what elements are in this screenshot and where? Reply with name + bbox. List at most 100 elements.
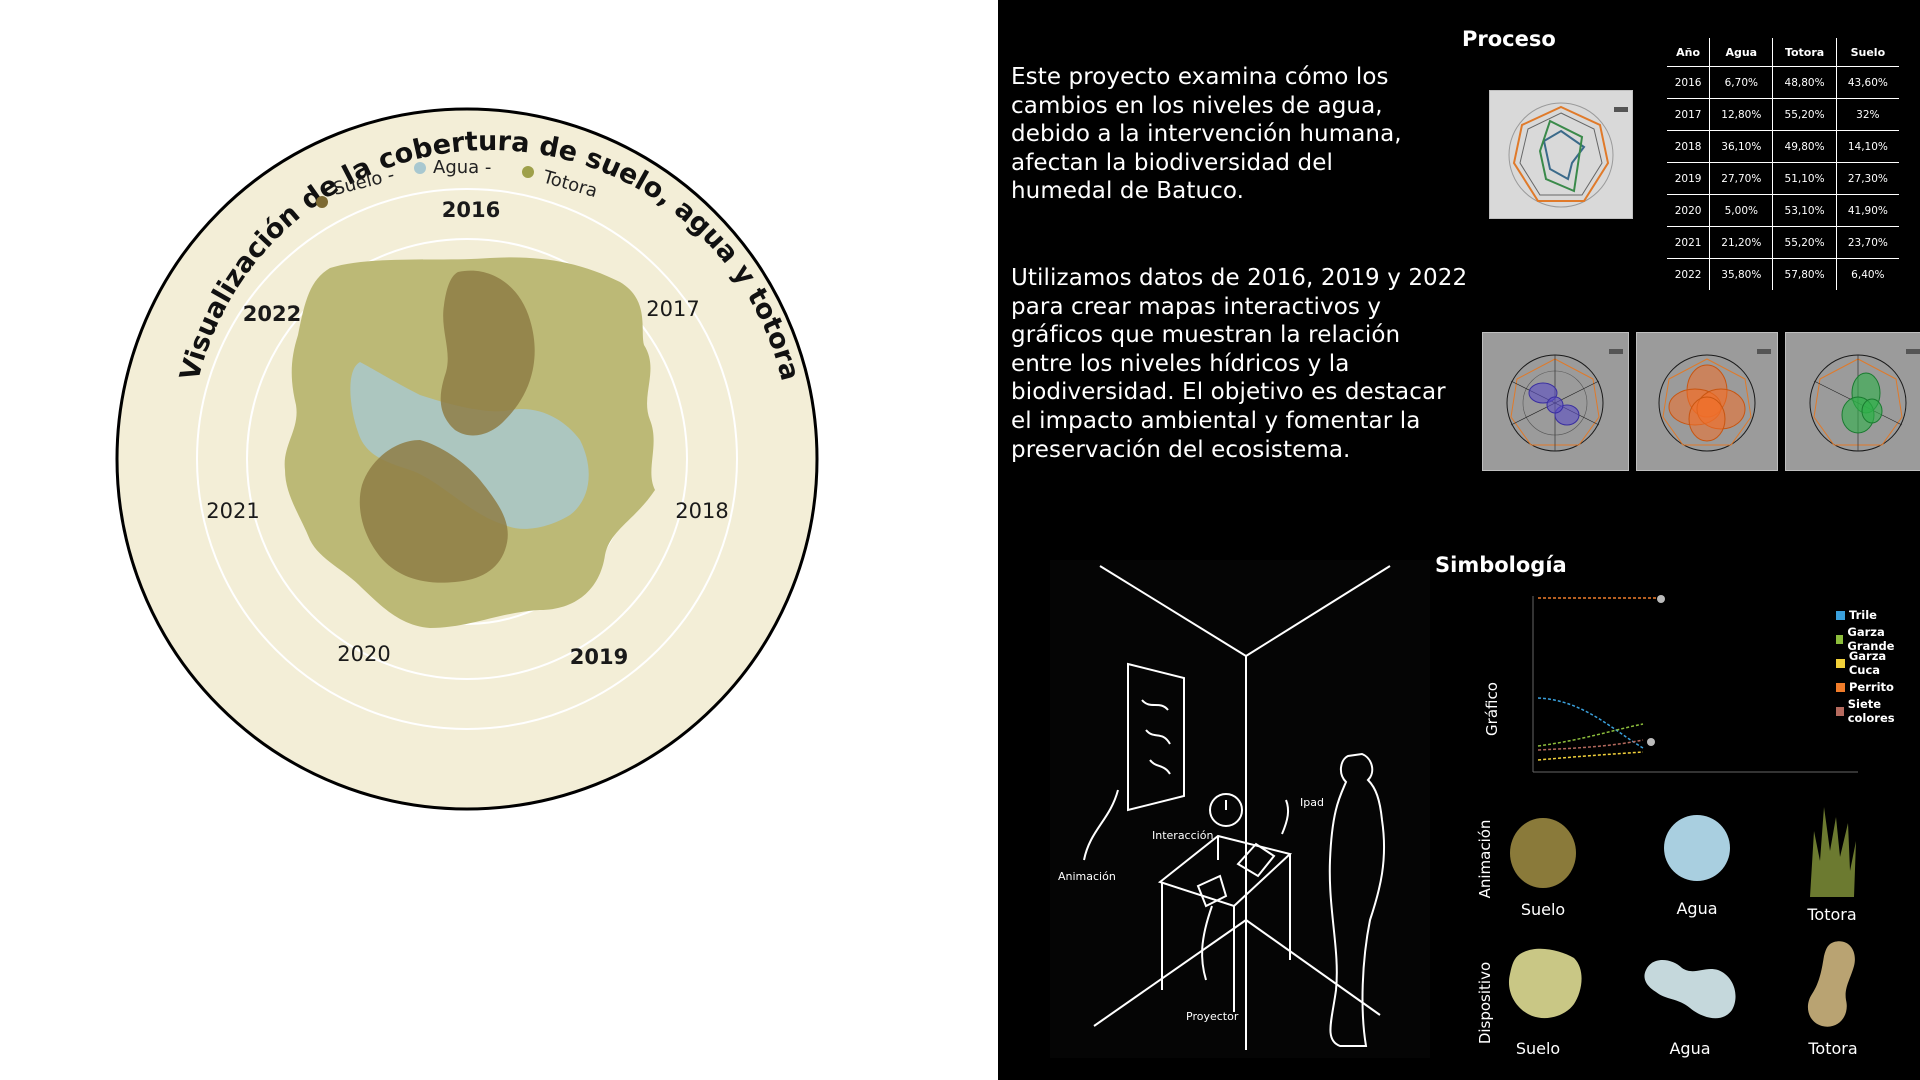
table-cell: 2020 <box>1667 194 1710 227</box>
table-cell: 21,20% <box>1709 226 1773 259</box>
animacion-totora-icon <box>1804 801 1860 897</box>
table-row: 2019 27,70% 51,10% 27,30% <box>1667 162 1899 195</box>
table-cell: 35,80% <box>1709 258 1773 290</box>
table-cell: 51,10% <box>1772 162 1837 195</box>
intro-line: preservación del ecosistema. <box>1011 436 1351 463</box>
dispositivo-agua-label: Agua <box>1669 1039 1711 1058</box>
intro-line: para crear mapas interactivos y <box>1011 293 1382 320</box>
intro-line: Utilizamos datos de 2016, 2019 y 2022 <box>1011 265 1468 291</box>
table-cell: 2017 <box>1667 98 1710 131</box>
animacion-agua-label: Agua <box>1676 899 1718 918</box>
intro-line: entre los niveles hídricos y la <box>1011 350 1350 377</box>
table-cell: 12,80% <box>1709 98 1773 131</box>
dispositivo-totora-label: Totora <box>1808 1039 1858 1058</box>
year-label-2021: 2021 <box>206 499 259 523</box>
animacion-agua-circle <box>1664 815 1730 881</box>
legend-label: Trile <box>1849 608 1877 622</box>
table-cell: 57,80% <box>1772 258 1837 290</box>
legend-swatch <box>1836 634 1844 644</box>
simbologia-title: Simbología <box>1435 553 1567 577</box>
intro-line: biodiversidad. El objetivo es destacar <box>1011 379 1446 406</box>
intro-paragraph-2: Utilizamos datos de 2016, 2019 y 2022 pa… <box>1011 264 1481 464</box>
table-cell: 2021 <box>1667 226 1710 259</box>
table-header-row: Año Agua Totora Suelo <box>1667 38 1899 67</box>
sketch-label-ipad: Ipad <box>1300 796 1324 809</box>
dispositivo-suelo-label: Suelo <box>1515 1039 1561 1058</box>
suelo-blob-lower <box>359 440 508 583</box>
animacion-suelo-label: Suelo <box>1520 900 1566 919</box>
table-row: 2017 12,80% 55,20% 32% <box>1667 98 1899 131</box>
intro-line: debido a la intervención humana, <box>1011 121 1402 148</box>
table-row: 2020 5,00% 53,10% 41,90% <box>1667 194 1899 227</box>
intro-line: cambios en los niveles de agua, <box>1011 92 1383 119</box>
left-panel: 2016 2017 2018 2019 2020 2021 2022 Visua… <box>115 107 819 811</box>
animacion-label: Animación <box>1476 819 1494 899</box>
right-panel: Este proyecto examina cómo los cambios e… <box>998 0 1920 1080</box>
table-cell: 32% <box>1835 98 1899 131</box>
table-cell: 49,80% <box>1772 130 1837 163</box>
legend-item: Perrito <box>1836 675 1920 699</box>
table-header: Suelo <box>1835 38 1899 67</box>
table-cell: 14,10% <box>1835 130 1899 163</box>
table-cell: 53,10% <box>1772 194 1837 227</box>
animacion-totora-label: Totora <box>1807 905 1857 924</box>
year-label-2022: 2022 <box>243 302 301 326</box>
intro-line: afectan la biodiversidad del <box>1011 149 1333 176</box>
table-cell: 43,60% <box>1835 66 1899 99</box>
dispositivo-agua-shape <box>1642 952 1740 1024</box>
dispositivo-label: Dispositivo <box>1476 961 1494 1045</box>
table-cell: 48,80% <box>1772 66 1837 99</box>
table-cell: 2018 <box>1667 130 1710 163</box>
animacion-suelo-circle <box>1510 818 1576 888</box>
sketch-drawing: Animación Interacción Ipad Proyector <box>1058 565 1391 1050</box>
table-cell: 27,30% <box>1835 162 1899 195</box>
table-header: Agua <box>1709 38 1773 67</box>
legend-label: Garza Cuca <box>1848 649 1887 677</box>
legend-item: Trile <box>1836 603 1920 627</box>
table-row: 2016 6,70% 48,80% 43,60% <box>1667 66 1899 99</box>
legend-label: Siete colores <box>1847 697 1895 725</box>
proceso-title: Proceso <box>1462 27 1556 51</box>
table-cell: 2019 <box>1667 162 1710 195</box>
table-cell: 5,00% <box>1709 194 1773 227</box>
table-row: 2021 21,20% 55,20% 23,70% <box>1667 226 1899 259</box>
dispositivo-totora-shape <box>1804 938 1862 1030</box>
proceso-radar-thumbnail[interactable] <box>1489 90 1633 219</box>
table-row: 2022 35,80% 57,80% 6,40% <box>1667 258 1899 290</box>
radar-thumbnail-orange[interactable] <box>1636 332 1778 471</box>
year-label-2016: 2016 <box>442 198 500 222</box>
radar-thumbnail-purple[interactable] <box>1482 332 1629 471</box>
dispositivo-suelo-shape <box>1506 944 1584 1022</box>
table-cell: 36,10% <box>1709 130 1773 163</box>
intro-line: gráficos que muestran la relación <box>1011 322 1401 349</box>
table-cell: 23,70% <box>1835 226 1899 259</box>
radar-thumbnail-green[interactable] <box>1785 332 1920 471</box>
legend-item: Garza Grande <box>1836 625 1920 653</box>
legend-totora-dot <box>522 166 534 178</box>
legend-label: Garza Grande <box>1847 625 1895 653</box>
table-cell: 55,20% <box>1772 226 1837 259</box>
table-cell: 41,90% <box>1835 194 1899 227</box>
legend-swatch <box>1836 682 1845 692</box>
table-cell: 6,70% <box>1709 66 1773 99</box>
table-header: Totora <box>1772 38 1837 67</box>
intro-line: Este proyecto examina cómo los <box>1011 64 1389 90</box>
legend-agua-label: Agua - <box>433 157 491 178</box>
legend-swatch <box>1836 610 1845 620</box>
year-label-2020: 2020 <box>337 642 390 666</box>
intro-paragraph-1: Este proyecto examina cómo los cambios e… <box>1011 63 1411 206</box>
legend-label: Perrito <box>1849 680 1894 694</box>
species-line-chart <box>1513 590 1863 790</box>
intro-line: el impacto ambiental y fomentar la <box>1011 407 1421 434</box>
sketch-label-interaccion: Interacción <box>1152 829 1213 842</box>
table-cell: 55,20% <box>1772 98 1837 131</box>
sketch-label-animacion: Animación <box>1058 870 1116 883</box>
agua-blob <box>350 362 589 529</box>
legend-agua-dot <box>414 162 426 174</box>
legend-item: Garza Cuca <box>1836 649 1920 677</box>
grid-ring <box>196 188 738 730</box>
species-legend: Trile Garza Grande Garza Cuca Perrito Si… <box>1836 603 1920 725</box>
grafico-label: Gráfico <box>1483 682 1501 736</box>
legend-suelo-dot <box>316 196 328 208</box>
table-row: 2018 36,10% 49,80% 14,10% <box>1667 130 1899 163</box>
